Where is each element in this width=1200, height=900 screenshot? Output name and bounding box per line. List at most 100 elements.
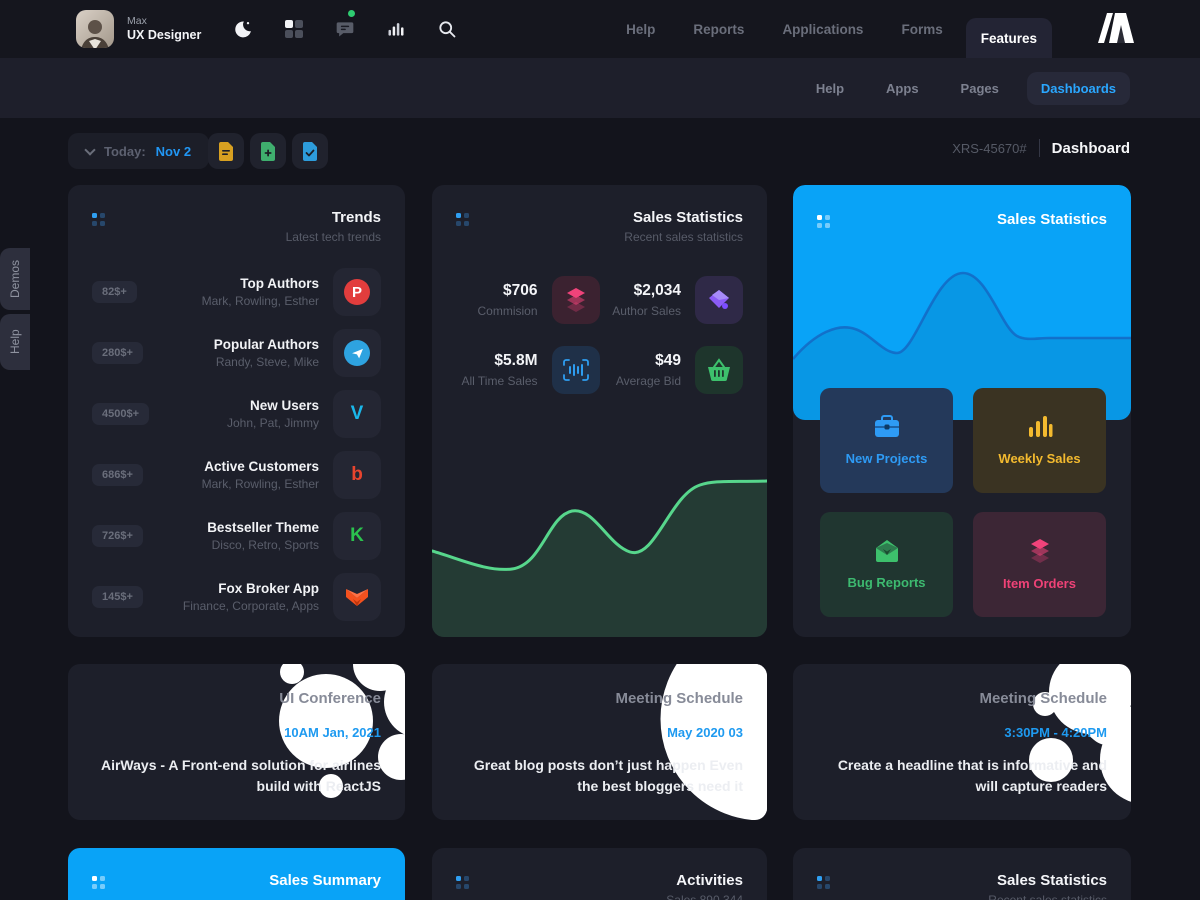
sales-statistics-blue-card: Sales Statistics New Projects xyxy=(793,185,1131,637)
messages-button[interactable] xyxy=(333,10,357,41)
notification-dot xyxy=(348,10,356,17)
date-label: Today: xyxy=(104,143,146,159)
done-doc-button[interactable] xyxy=(292,133,328,169)
bar-chart-icon xyxy=(388,23,404,36)
fox-icon xyxy=(333,573,381,621)
list-item[interactable]: 4500$+ New Users John, Pat, Jimmy V xyxy=(92,390,381,438)
telegram-icon xyxy=(333,329,381,377)
document-plus-icon xyxy=(261,141,275,161)
sales-area-chart xyxy=(432,479,767,637)
list-item[interactable]: 726$+ Bestseller Theme Disco, Retro, Spo… xyxy=(92,512,381,560)
tile-weekly-sales[interactable]: Weekly Sales xyxy=(973,388,1106,493)
stat-average-bid[interactable]: $49 Average Bid xyxy=(600,346,743,394)
event-card-ui-conference[interactable]: UI Conference 10AM Jan, 2021 AirWays - A… xyxy=(68,664,405,820)
secondary-nav: Help Apps Pages Dashboards xyxy=(0,58,1200,118)
price-badge: 280$+ xyxy=(92,342,143,364)
drag-handle-icon[interactable] xyxy=(817,876,830,889)
page-title: Dashboard xyxy=(1051,139,1130,157)
event-card-meeting-2[interactable]: Meeting Schedule 3:30PM - 4:20PM Create … xyxy=(793,664,1131,820)
date-value: Nov 2 xyxy=(155,143,192,159)
nav-reports[interactable]: Reports xyxy=(693,21,745,37)
briefcase-icon xyxy=(874,415,899,437)
topbar: Max UX Designer xyxy=(0,0,1200,58)
price-badge: 82$+ xyxy=(92,281,137,303)
notes-doc-button[interactable] xyxy=(208,133,244,169)
moon-icon xyxy=(235,21,252,38)
trends-subtitle: Latest tech trends xyxy=(285,230,381,244)
list-item[interactable]: 82$+ Top Authors Mark, Rowling, Esther P xyxy=(92,268,381,316)
drag-handle-icon[interactable] xyxy=(92,876,105,889)
chevron-down-icon xyxy=(84,143,96,156)
nav-features[interactable]: Features xyxy=(965,18,1052,58)
drag-handle-icon[interactable] xyxy=(456,876,469,889)
trends-header: Trends Latest tech trends xyxy=(68,185,405,244)
layers-icon xyxy=(1030,539,1049,563)
user-role: UX Designer xyxy=(127,27,202,42)
dark-mode-toggle[interactable] xyxy=(231,17,255,41)
sales-statistics-card: Sales Statistics Recent sales statistics… xyxy=(432,185,767,637)
avatar[interactable] xyxy=(76,10,114,48)
barcode-icon xyxy=(551,346,600,394)
sales-statistics-header: Sales Statistics Recent sales statistics xyxy=(432,185,767,244)
grid-icon xyxy=(285,20,304,38)
date-selector[interactable]: Today: Nov 2 xyxy=(68,133,210,169)
logo-icon xyxy=(1098,12,1134,43)
user-name: Max xyxy=(127,15,147,28)
price-badge: 726$+ xyxy=(92,525,143,547)
blue-wave-chart xyxy=(793,271,1131,420)
beats-icon: b xyxy=(333,451,381,499)
sales-summary-card: Sales Summary xyxy=(68,848,405,900)
list-item[interactable]: 686$+ Active Customers Mark, Rowling, Es… xyxy=(92,451,381,499)
price-badge: 145$+ xyxy=(92,586,143,608)
tile-bug-reports[interactable]: Bug Reports xyxy=(820,512,953,617)
tile-item-orders[interactable]: Item Orders xyxy=(973,512,1106,617)
breadcrumb: XRS-45670# Dashboard xyxy=(952,139,1130,157)
stat-author-sales[interactable]: $2,034 Author Sales xyxy=(600,276,743,324)
event-card-meeting-1[interactable]: Meeting Schedule May 2020 03 Great blog … xyxy=(432,664,767,820)
stats-button[interactable] xyxy=(384,17,408,41)
side-tab-demos[interactable]: Demos xyxy=(0,248,30,310)
breadcrumb-divider xyxy=(1038,139,1040,157)
list-item[interactable]: 280$+ Popular Authors Randy, Steve, Mike xyxy=(92,329,381,377)
drag-handle-icon[interactable] xyxy=(456,213,469,226)
bar-chart-icon xyxy=(1028,416,1052,437)
tile-new-projects[interactable]: New Projects xyxy=(820,388,953,493)
toolbar: Today: Nov 2 xyxy=(68,133,1130,169)
stats-grid: $706 Commision $2 xyxy=(432,276,767,394)
blue-chart-panel: Sales Statistics xyxy=(793,185,1131,420)
bag-icon xyxy=(695,276,743,324)
mail-open-icon xyxy=(875,540,898,562)
layers-icon xyxy=(551,276,600,324)
subnav-apps[interactable]: Apps xyxy=(886,80,919,96)
drag-handle-icon[interactable] xyxy=(92,213,105,226)
sales-statistics-bottom-card: Sales Statistics Recent sales statistics xyxy=(793,848,1131,900)
trends-title: Trends xyxy=(331,209,381,226)
nav-forms[interactable]: Forms xyxy=(901,21,943,37)
primary-nav: Help Reports Applications Forms Features xyxy=(611,0,1052,58)
stat-commission[interactable]: $706 Commision xyxy=(456,276,600,324)
chat-icon xyxy=(337,22,354,37)
search-button[interactable] xyxy=(435,17,459,41)
nav-help[interactable]: Help xyxy=(626,21,656,37)
kickstarter-icon: K xyxy=(333,512,381,560)
add-doc-button[interactable] xyxy=(250,133,286,169)
price-badge: 4500$+ xyxy=(92,403,150,425)
document-lines-icon xyxy=(219,141,233,161)
avatar-person-icon xyxy=(81,20,109,48)
price-badge: 686$+ xyxy=(92,464,143,486)
drag-handle-icon[interactable] xyxy=(817,215,830,228)
apps-grid-button[interactable] xyxy=(282,17,306,41)
user-info: Max UX Designer xyxy=(127,15,201,43)
app-logo[interactable] xyxy=(1090,11,1136,48)
stat-all-time-sales[interactable]: $5.8M All Time Sales xyxy=(456,346,600,394)
nav-applications[interactable]: Applications xyxy=(782,21,864,37)
subnav-help[interactable]: Help xyxy=(815,80,845,96)
subnav-dashboards[interactable]: Dashboards xyxy=(1026,71,1130,105)
vimeo-icon: V xyxy=(333,390,381,438)
side-tab-help[interactable]: Help xyxy=(0,314,30,370)
list-item[interactable]: 145$+ Fox Broker App Finance, Corporate,… xyxy=(92,573,381,621)
subnav-pages[interactable]: Pages xyxy=(960,80,999,96)
trends-card: Trends Latest tech trends 82$+ Top Autho… xyxy=(68,185,405,637)
breadcrumb-code: XRS-45670# xyxy=(952,140,1027,156)
